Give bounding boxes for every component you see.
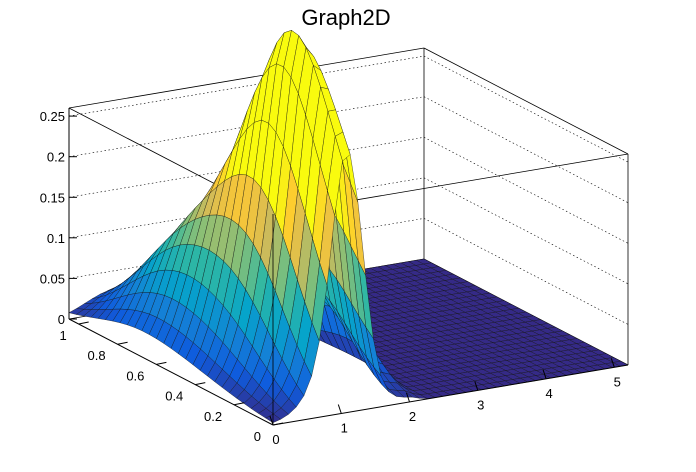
- y-tick-label: 0: [254, 429, 261, 444]
- y-tick: [78, 321, 89, 325]
- z-tick-label: 0: [58, 312, 65, 327]
- z-gridline: [423, 96, 629, 203]
- x-tick: [269, 415, 274, 426]
- x-tick: [406, 392, 410, 403]
- y-tick-label: 0.2: [204, 409, 222, 424]
- x-axis: [272, 364, 629, 426]
- x-tick-label: 1: [341, 421, 348, 436]
- frame-edge: [68, 47, 425, 109]
- x-tick-label: 0: [272, 432, 279, 447]
- frame-edge: [423, 47, 629, 155]
- x-tick-label: 4: [545, 386, 552, 401]
- chart-title: Graph2D: [301, 5, 390, 30]
- y-tick: [195, 382, 206, 386]
- x-tick-label: 2: [409, 409, 416, 424]
- y-tick-label: 0.4: [165, 389, 183, 404]
- y-tick: [272, 422, 284, 426]
- x-tick-label: 5: [614, 374, 621, 389]
- z-gridline: [423, 55, 629, 163]
- x-tick-label: 3: [477, 397, 484, 412]
- x-tick: [337, 404, 342, 414]
- y-tick-label: 0.6: [126, 368, 144, 383]
- y-axis: [68, 318, 274, 426]
- y-tick: [117, 341, 128, 345]
- x-tick: [474, 381, 479, 391]
- x-tick: [610, 358, 615, 368]
- z-tick-label: 0.1: [47, 231, 65, 246]
- z-tick-label: 0.05: [40, 271, 65, 286]
- y-tick-label: 1: [59, 328, 66, 343]
- z-gridline: [68, 55, 425, 117]
- z-gridline: [423, 177, 629, 285]
- y-tick: [234, 402, 245, 406]
- z-tick-label: 0.15: [40, 190, 65, 205]
- z-tick-label: 0.25: [40, 109, 65, 124]
- x-tick: [542, 369, 547, 379]
- z-gridline: [423, 137, 629, 244]
- surface-mesh: [68, 30, 629, 423]
- y-tick: [156, 361, 167, 365]
- y-tick-label: 0.8: [88, 348, 106, 363]
- z-tick-label: 0.2: [47, 150, 65, 165]
